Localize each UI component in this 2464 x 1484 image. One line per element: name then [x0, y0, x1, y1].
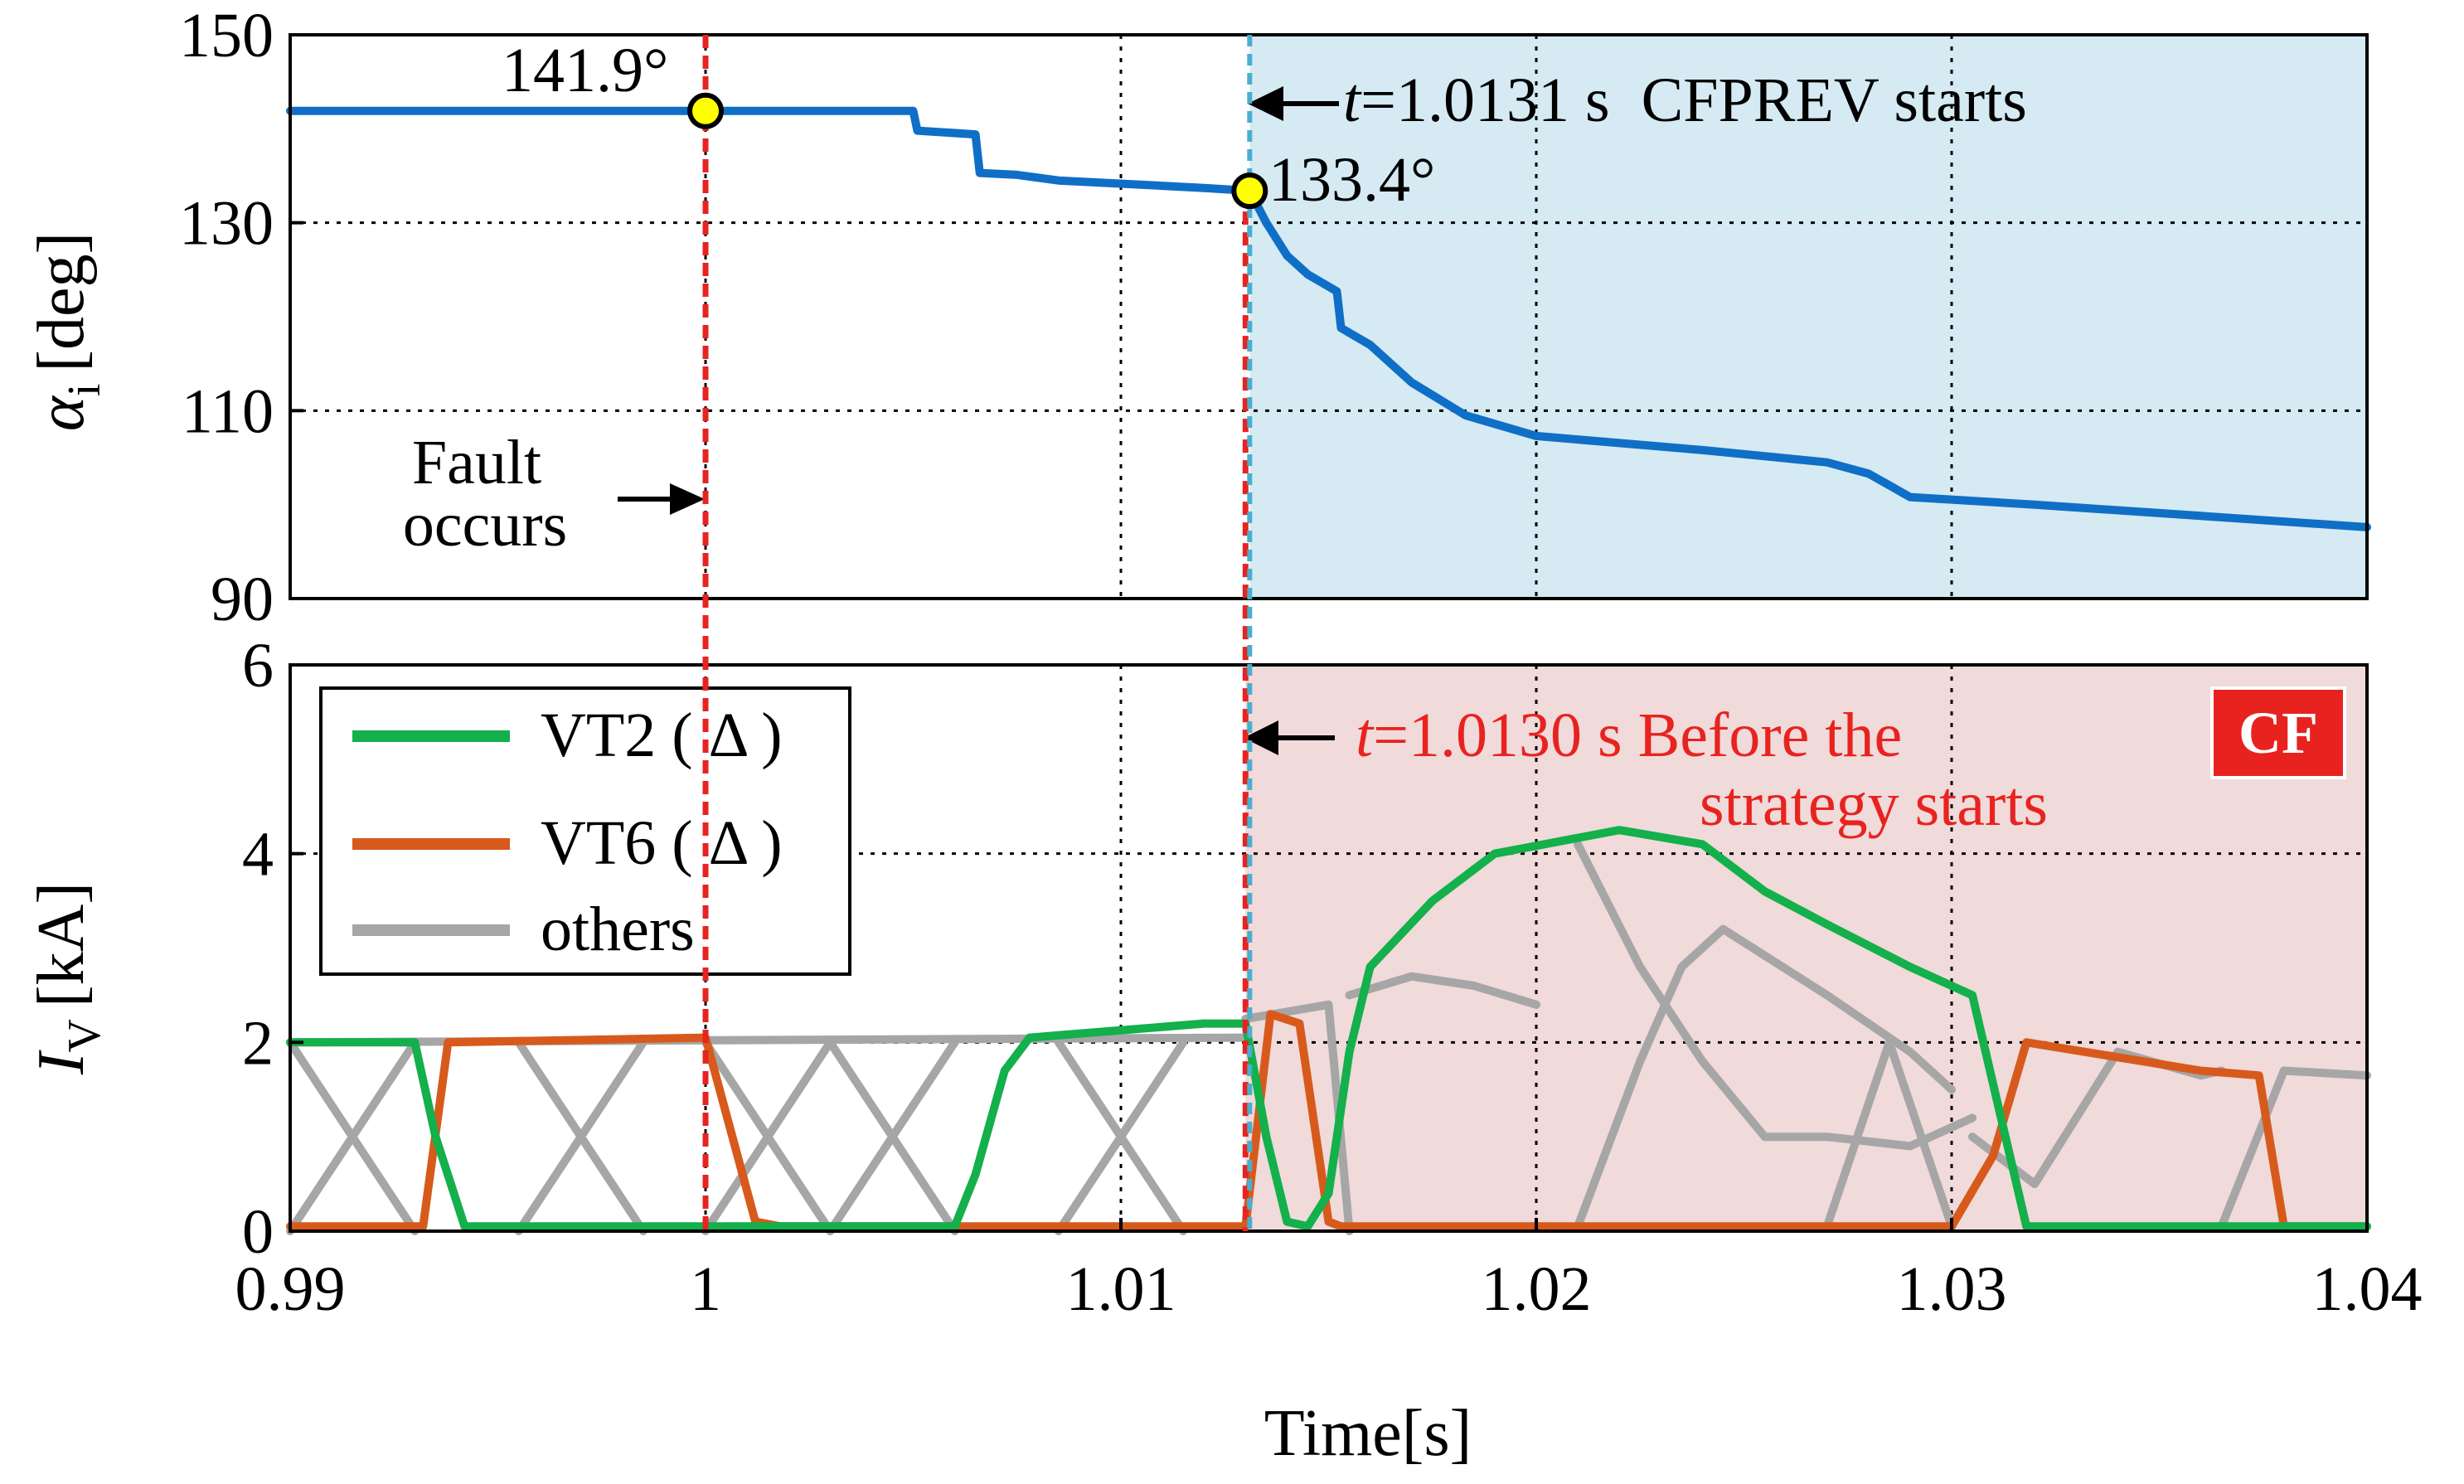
current-y-ticks: 6 4 2 0	[242, 631, 303, 1267]
current-plot-frame	[289, 663, 2369, 1233]
current-y-tick-label: 4	[242, 820, 274, 890]
cfprev-text: =1.0131 s CFPREV starts	[1361, 65, 2027, 135]
current-series	[286, 826, 2371, 1235]
svg-text:αi[deg]: αi [deg]	[25, 232, 110, 431]
current-panel: 6 4 2 0 0.99 1 1.01 1.02 1.03 1.04 IV [kA] Time[s…	[25, 631, 2423, 1470]
angle-y-tick-label: 110	[182, 376, 274, 446]
others-series-segment-4	[514, 1038, 648, 1235]
angle-marker-0	[687, 92, 724, 129]
angle-y-tick-label: 130	[179, 189, 274, 259]
time-x-tick-label: 1	[690, 1254, 721, 1324]
angle-y-tick-label: 150	[179, 1, 274, 70]
cf-badge-text: CF	[2238, 700, 2318, 766]
cfprev-arrow	[1248, 86, 1339, 121]
angle-marker-1	[1231, 172, 1268, 210]
angle-y-label-symbol: α	[25, 395, 98, 431]
others-series-segment-14	[1574, 924, 1956, 1231]
vt2-series-line	[286, 826, 2371, 1231]
others-series-segment-6	[701, 1038, 835, 1235]
before-strategy-line2: strategy starts	[1700, 769, 2048, 839]
legend-item-vt2: VT2 ( Δ )	[352, 701, 783, 770]
others-series-segment-2	[286, 1038, 420, 1235]
marker-label-1334: 133.4°	[1268, 145, 1435, 215]
current-y-label: IV [kA]	[25, 882, 110, 1075]
others-series-segment-16	[1822, 1038, 1956, 1231]
legend-item-others: others	[352, 895, 695, 964]
time-x-tick-label: 1.01	[1066, 1254, 1176, 1324]
current-y-tick-label: 6	[242, 631, 274, 701]
current-y-label-unit: [kA]	[25, 882, 98, 1007]
others-series-segment-0	[286, 1033, 1250, 1047]
time-x-ticks: 0.99 1 1.01 1.02 1.03 1.04	[235, 1218, 2423, 1324]
before-strategy-text1: =1.0130 s Before the	[1373, 701, 1902, 770]
marker-label-1419: 141.9°	[502, 36, 668, 105]
time-x-label: Time[s]	[1264, 1397, 1472, 1470]
others-series-segment-10	[1054, 1038, 1188, 1235]
legend-item-vt6: VT6 ( Δ )	[352, 808, 783, 878]
before-strategy-arrow	[1244, 720, 1335, 755]
cf-badge-box	[2210, 686, 2346, 779]
current-y-label-subscript: V	[59, 1019, 110, 1052]
angle-y-label-unit: [deg]	[25, 232, 98, 372]
svg-text:IV[kA]: IV [kA]	[25, 882, 110, 1075]
fault-arrow	[618, 483, 705, 515]
time-x-tick-label: 1.03	[1897, 1254, 2007, 1324]
current-y-tick-label: 0	[242, 1197, 274, 1267]
cfprev-annotation: t=1.0131 s CFPREV starts	[1343, 65, 2027, 135]
angle-series-line-0	[286, 106, 2371, 531]
cfprev-t-var: t	[1343, 65, 1362, 135]
current-y-label-symbol: I	[25, 1050, 98, 1075]
angle-plot-frame	[289, 33, 2369, 600]
vt6-series-line	[286, 1010, 2371, 1231]
angle-y-label-subscript: i	[59, 384, 110, 397]
angle-y-ticks: 150 130 110 90	[179, 1, 303, 634]
cf-badge: CF	[2210, 686, 2346, 779]
event-lines	[687, 35, 1268, 1231]
others-series-segment-18	[2217, 1066, 2371, 1231]
time-x-tick-label: 1.02	[1482, 1254, 1592, 1324]
cfprev-shaded-region	[1249, 35, 2367, 599]
before-strategy-line1: t=1.0130 s Before the	[1356, 701, 1902, 770]
angle-y-tick-label: 90	[211, 565, 274, 634]
fault-annotation-line1: Fault	[412, 428, 541, 497]
legend-label-vt6: VT6 ( Δ )	[541, 808, 783, 878]
legend: VT2 ( Δ ) VT6 ( Δ ) others	[319, 686, 851, 976]
time-x-tick-label: 0.99	[235, 1254, 346, 1324]
angle-series	[286, 106, 2371, 531]
before-strategy-t-var: t	[1356, 701, 1375, 770]
fault-annotation-line2: occurs	[403, 490, 567, 560]
others-series-segment-8	[826, 1038, 959, 1235]
legend-label-vt2: VT2 ( Δ )	[541, 701, 783, 770]
current-y-tick-label: 2	[242, 1008, 274, 1078]
others-series-segment-15	[1574, 840, 1977, 1151]
others-series-segment-13	[1345, 972, 1540, 1009]
legend-label-others: others	[541, 895, 695, 964]
others-series-segment-11	[1241, 1000, 1333, 1023]
angle-y-label: αi [deg]	[25, 232, 110, 431]
time-x-tick-label: 1.04	[2312, 1254, 2423, 1324]
